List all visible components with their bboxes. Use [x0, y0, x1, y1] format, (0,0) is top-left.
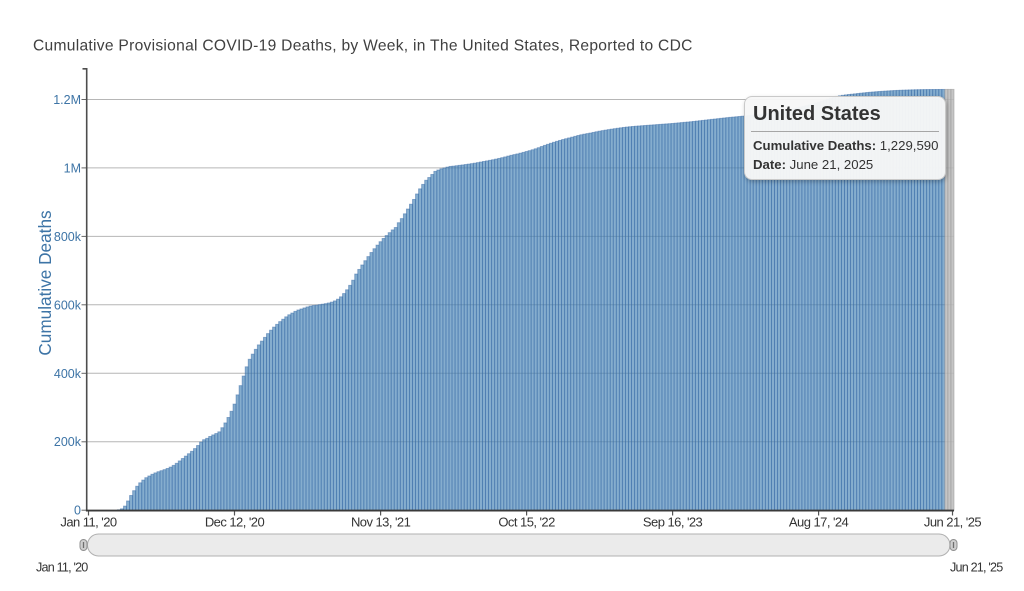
svg-text:Jan 11, '20: Jan 11, '20 [60, 515, 117, 530]
svg-text:Sep 16, '23: Sep 16, '23 [643, 515, 703, 530]
svg-text:Aug 17, '24: Aug 17, '24 [789, 515, 849, 530]
svg-text:Jun 21, '25: Jun 21, '25 [924, 515, 981, 530]
svg-text:600k: 600k [54, 298, 82, 312]
svg-text:Dec 12, '20: Dec 12, '20 [205, 515, 265, 530]
svg-text:1.2M: 1.2M [53, 93, 81, 107]
svg-text:1M: 1M [64, 161, 81, 175]
svg-text:200k: 200k [54, 435, 82, 449]
svg-text:0: 0 [74, 504, 81, 518]
svg-text:400k: 400k [54, 367, 82, 381]
svg-text:Nov 13, '21: Nov 13, '21 [351, 515, 411, 530]
svg-text:Cumulative Provisional COVID-1: Cumulative Provisional COVID-19 Deaths, … [33, 38, 693, 55]
svg-text:Oct 15, '22: Oct 15, '22 [498, 515, 555, 530]
svg-text:Cumulative Deaths: Cumulative Deaths [35, 210, 55, 355]
svg-text:800k: 800k [54, 230, 82, 244]
svg-text:Jan 11, '20: Jan 11, '20 [36, 561, 88, 575]
svg-text:Jun 21, '25: Jun 21, '25 [950, 561, 1003, 575]
